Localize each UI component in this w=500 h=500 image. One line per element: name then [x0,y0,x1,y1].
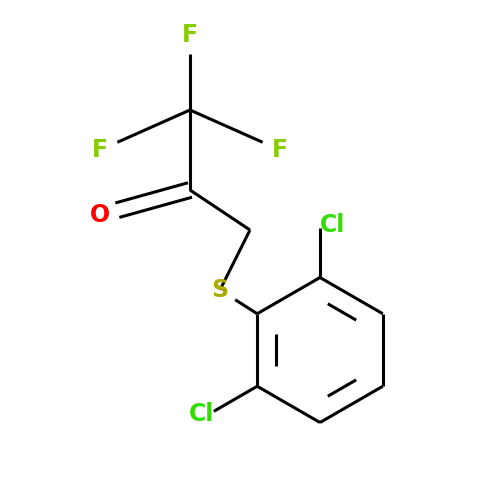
Text: S: S [212,278,228,302]
Text: O: O [90,203,110,227]
Text: F: F [92,138,108,162]
Text: Cl: Cl [320,213,345,237]
Text: F: F [182,23,198,47]
Text: F: F [272,138,288,162]
Text: Cl: Cl [188,402,214,425]
